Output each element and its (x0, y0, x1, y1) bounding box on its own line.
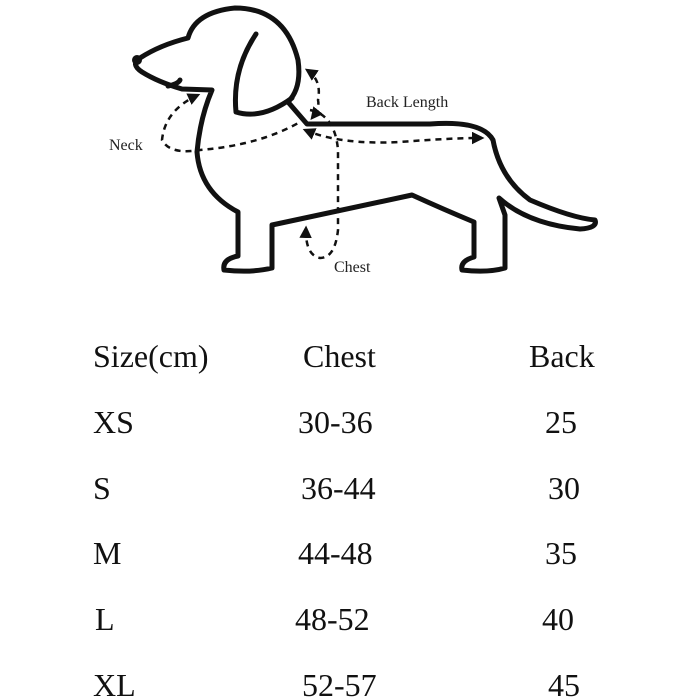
row-size: L (95, 601, 115, 637)
row-chest: 36-44 (301, 470, 376, 506)
row-back: 30 (548, 470, 580, 506)
row-size: M (93, 535, 122, 571)
back-length-label: Back Length (366, 94, 449, 111)
dog-nose (132, 55, 142, 65)
row-chest: 48-52 (295, 601, 370, 637)
chest-loop-line (299, 108, 340, 260)
dog-mouth (165, 77, 183, 89)
dog-measurement-diagram (132, 5, 598, 274)
row-size: XL (93, 667, 136, 700)
row-back: 40 (542, 601, 574, 637)
header-size: Size(cm) (93, 338, 209, 374)
row-back: 45 (548, 667, 580, 700)
neck-label: Neck (109, 137, 143, 154)
dog-outline (133, 5, 598, 274)
row-size: S (93, 470, 111, 506)
row-back: 35 (545, 535, 577, 571)
row-chest: 52-57 (302, 667, 377, 700)
chest-label: Chest (334, 259, 371, 276)
row-chest: 44-48 (298, 535, 373, 571)
neck-measure-line (160, 93, 301, 153)
row-back: 25 (545, 404, 577, 440)
back-length-line (302, 128, 485, 145)
dog-ear (232, 31, 295, 117)
header-back: Back (529, 338, 595, 374)
header-chest: Chest (303, 338, 376, 374)
chest-measure-line (304, 68, 324, 120)
row-chest: 30-36 (298, 404, 373, 440)
row-size: XS (93, 404, 134, 440)
